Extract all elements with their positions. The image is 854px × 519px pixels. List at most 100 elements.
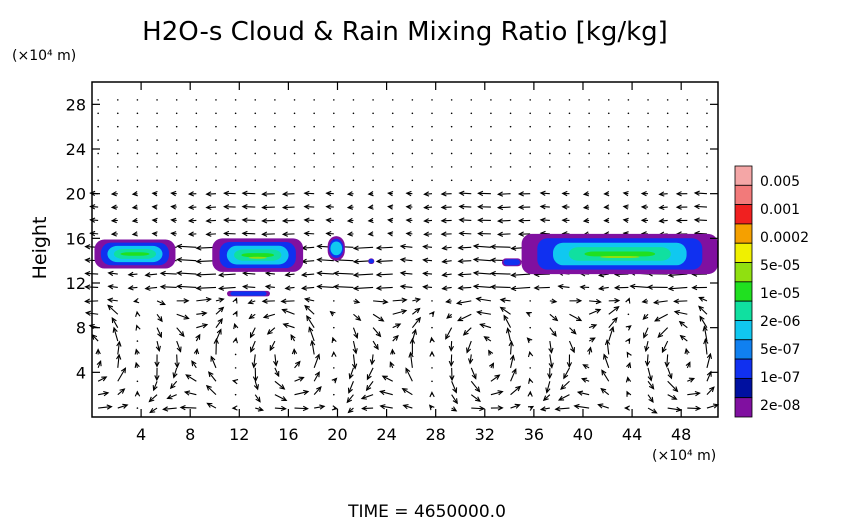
- wind-vector: [302, 246, 315, 249]
- wind-vector: [463, 327, 472, 336]
- vector-dot: [116, 152, 119, 155]
- vector-dot: [136, 340, 139, 342]
- wind-vector: [540, 219, 550, 222]
- wind-vector: [647, 407, 657, 414]
- wind-vector-head: [201, 310, 208, 317]
- wind-vector-head: [685, 361, 691, 368]
- wind-vector: [599, 286, 609, 290]
- wind-vector: [424, 219, 433, 222]
- wind-vector: [314, 405, 325, 409]
- wind-vector-head: [640, 204, 647, 210]
- wind-vector: [457, 300, 472, 304]
- wind-vector-head: [314, 371, 320, 378]
- wind-vector-head: [601, 369, 607, 376]
- wind-vector: [334, 272, 354, 275]
- wind-vector-head: [131, 217, 138, 224]
- wind-vector-head: [346, 397, 353, 404]
- wind-vector-head: [151, 217, 158, 224]
- wind-vector-head: [405, 367, 411, 374]
- wind-vector: [659, 219, 668, 222]
- vector-dot: [352, 99, 355, 101]
- wind-vector: [366, 367, 374, 380]
- wind-vector-head: [533, 285, 540, 291]
- wind-vector-head: [658, 218, 665, 224]
- vector-dot: [136, 380, 139, 383]
- vector-dot: [431, 99, 433, 101]
- wind-vector: [606, 340, 610, 355]
- wind-vector-head: [183, 314, 190, 320]
- wind-vector-head: [347, 407, 354, 414]
- colorbar-swatch: [734, 262, 753, 283]
- wind-vector: [372, 340, 379, 350]
- vector-dot: [97, 166, 99, 168]
- wind-vector-head: [122, 403, 129, 409]
- wind-vector-head: [489, 362, 495, 369]
- wind-vector: [589, 300, 601, 303]
- vector-dot: [686, 152, 689, 155]
- wind-vector: [382, 375, 393, 382]
- wind-vector-head: [291, 348, 298, 355]
- wind-vector-head: [157, 316, 163, 323]
- wind-vector: [380, 405, 393, 409]
- wind-vector: [568, 340, 575, 353]
- wind-vector-head: [382, 299, 389, 305]
- x-axis: 4 8 12 16 20 24 28 32 36 40 44 48: [136, 82, 691, 444]
- vector-dot: [450, 112, 453, 115]
- wind-vector: [317, 285, 334, 289]
- colorbar-label: 0.005: [760, 174, 800, 190]
- wind-vector: [354, 246, 374, 249]
- wind-vector-head: [155, 345, 161, 353]
- wind-vector: [667, 380, 678, 392]
- vector-dot: [215, 125, 217, 128]
- wind-vector-head: [303, 297, 311, 303]
- wind-vector-head: [472, 257, 479, 263]
- wind-vector-head: [648, 396, 654, 403]
- wind-vector-head: [241, 217, 248, 223]
- wind-vector-head: [514, 403, 521, 409]
- wind-vector-head: [264, 284, 271, 290]
- wind-vector-head: [361, 405, 368, 412]
- wind-vector-head: [355, 315, 362, 321]
- wind-vector: [354, 273, 374, 276]
- wind-vector: [510, 368, 517, 382]
- wind-vector: [215, 298, 224, 302]
- wind-vector: [549, 340, 553, 353]
- wind-vector-head: [216, 328, 222, 335]
- vector-dot: [116, 125, 119, 128]
- wind-vector: [376, 286, 393, 289]
- vector-dot: [234, 179, 237, 182]
- vector-dot: [568, 139, 571, 141]
- wind-vector: [491, 286, 511, 289]
- vector-dot: [333, 139, 335, 141]
- wind-vector-head: [110, 191, 117, 197]
- wind-vector-head: [472, 270, 479, 276]
- wind-vector-head: [399, 270, 406, 276]
- wind-vector-head: [429, 391, 435, 398]
- vector-dot: [116, 179, 119, 182]
- vector-dot: [450, 99, 453, 101]
- wind-vector-head: [603, 190, 610, 197]
- wind-vector-head: [303, 389, 310, 396]
- vector-dot: [234, 125, 237, 128]
- wind-vector-head: [576, 316, 583, 322]
- vector-dot: [549, 112, 551, 115]
- wind-vector-head: [195, 245, 202, 251]
- vector-dot: [627, 99, 630, 101]
- vector-dot: [706, 99, 708, 101]
- wind-vector-head: [497, 405, 504, 411]
- wind-vector: [91, 334, 99, 342]
- vector-dot: [333, 326, 335, 329]
- wind-vector: [409, 352, 413, 368]
- wind-vector-head: [387, 217, 394, 224]
- wind-vector-head: [477, 230, 484, 237]
- wind-vector: [242, 192, 256, 195]
- wind-vector-head: [448, 345, 455, 352]
- vector-dot: [607, 166, 610, 168]
- wind-vector-head: [457, 285, 464, 291]
- wind-vector-head: [695, 405, 702, 412]
- wind-vector: [177, 245, 197, 248]
- vector-dot: [352, 125, 355, 128]
- wind-vector-head: [280, 405, 287, 412]
- plot-frame: [91, 81, 719, 418]
- wind-vector-head: [552, 315, 559, 322]
